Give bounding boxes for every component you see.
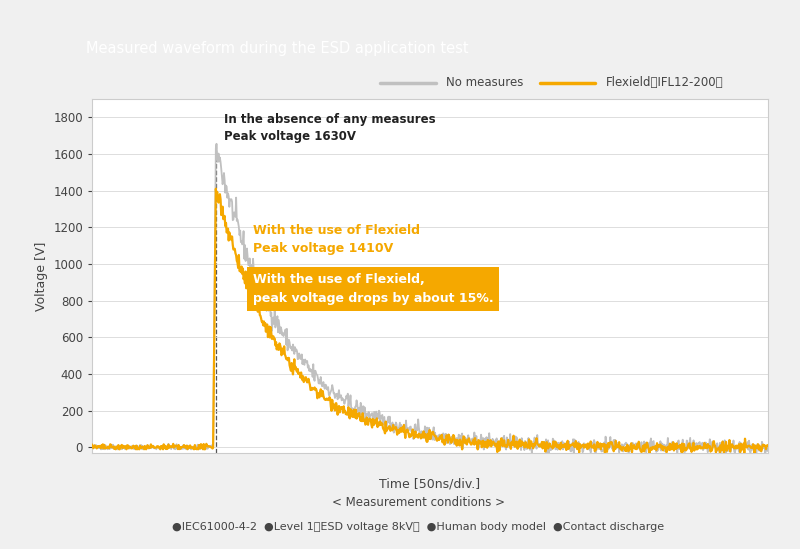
Text: Flexield（IFL12-200）: Flexield（IFL12-200） (606, 76, 723, 89)
Text: With the use of Flexield
Peak voltage 1410V: With the use of Flexield Peak voltage 14… (253, 223, 420, 255)
Text: ●IEC61000-4-2  ●Level 1（ESD voltage 8kV）  ●Human body model  ●Contact discharge: ●IEC61000-4-2 ●Level 1（ESD voltage 8kV） … (172, 522, 664, 533)
Text: Time [50ns/div.]: Time [50ns/div.] (379, 478, 481, 491)
Text: Measured waveform during the ESD application test: Measured waveform during the ESD applica… (86, 41, 469, 55)
Text: In the absence of any measures
Peak voltage 1630V: In the absence of any measures Peak volt… (224, 113, 435, 143)
Text: With the use of Flexield,
peak voltage drops by about 15%.: With the use of Flexield, peak voltage d… (253, 273, 494, 305)
Text: No measures: No measures (446, 76, 523, 89)
Text: < Measurement conditions >: < Measurement conditions > (331, 496, 505, 508)
Y-axis label: Voltage [V]: Voltage [V] (34, 241, 48, 311)
